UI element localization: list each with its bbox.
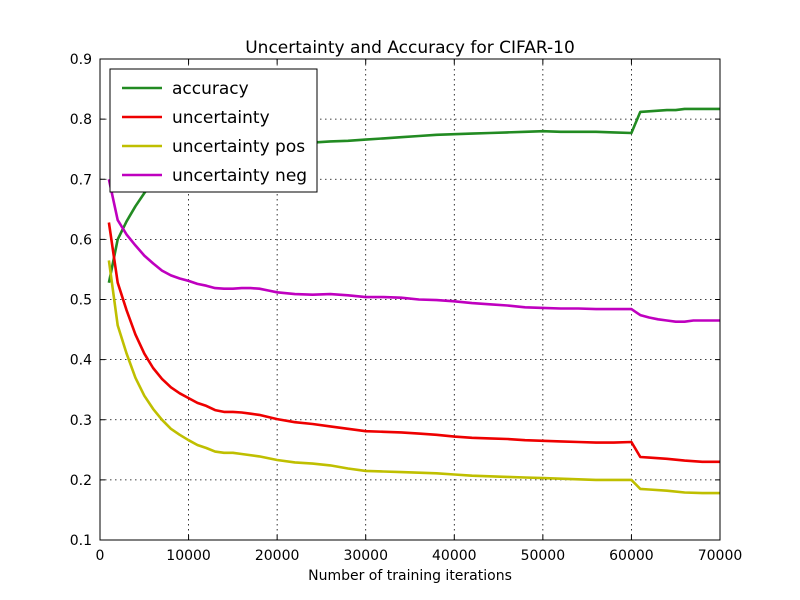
x-axis-label: Number of training iterations xyxy=(308,568,512,584)
legend: accuracy uncertainty uncertainty pos uncert… xyxy=(109,68,318,193)
x-tick-label: 50000 xyxy=(521,548,566,564)
y-tick-label: 0.6 xyxy=(70,232,92,248)
legend-label-uncertainty: uncertainty xyxy=(172,108,270,128)
legend-label-accuracy: accuracy xyxy=(172,79,249,99)
x-tick-label: 40000 xyxy=(432,548,477,564)
legend-label-uncertainty-neg: uncertainty neg xyxy=(172,166,307,186)
x-tick-label: 20000 xyxy=(255,548,300,564)
legend-box xyxy=(109,68,318,193)
x-tick-label: 30000 xyxy=(343,548,388,564)
x-tick-label: 10000 xyxy=(166,548,211,564)
series-line-uncertainty-pos xyxy=(107,260,720,495)
series-lines xyxy=(107,107,720,495)
y-tick-label: 0.3 xyxy=(70,413,92,429)
legend-label-uncertainty-pos: uncertainty pos xyxy=(172,137,305,157)
x-tick-label: 70000 xyxy=(698,548,743,564)
y-tick-label: 0.7 xyxy=(70,172,92,188)
y-tick-label: 0.4 xyxy=(70,353,92,369)
series-line-uncertainty xyxy=(107,222,720,464)
y-tick-label: 0.8 xyxy=(70,112,92,128)
series-line-uncertainty-neg xyxy=(107,179,720,324)
chart-title: Uncertainty and Accuracy for CIFAR-10 xyxy=(245,38,575,58)
x-tick-label: 0 xyxy=(96,548,105,564)
y-tick-label: 0.1 xyxy=(70,533,92,549)
x-tick-label: 60000 xyxy=(609,548,654,564)
y-tick-label: 0.9 xyxy=(70,52,92,68)
axis-ticks: 0 10000 20000 30000 40000 50000 60000 70000 0.1 0… xyxy=(70,52,743,564)
y-tick-label: 0.2 xyxy=(70,473,92,489)
y-tick-label: 0.5 xyxy=(70,293,92,309)
